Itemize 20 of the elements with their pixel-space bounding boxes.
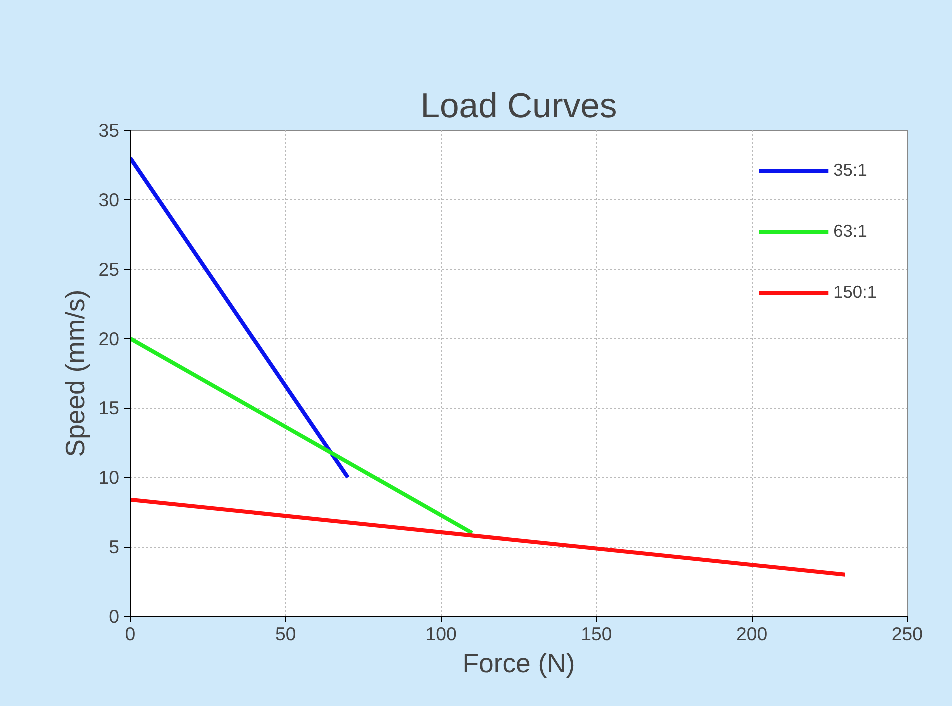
y-tick-label: 35 <box>98 120 120 141</box>
y-tick-label: 20 <box>98 328 120 350</box>
x-tick-label: 0 <box>125 624 136 644</box>
y-tick-label: 15 <box>98 398 120 419</box>
y-tick-label: 5 <box>109 536 120 558</box>
y-tick-label: 0 <box>109 606 120 627</box>
y-tick-label: 10 <box>98 467 120 488</box>
legend-label: 35:1 <box>834 160 868 181</box>
x-tick-label: 250 <box>892 624 924 644</box>
x-tick-label: 100 <box>426 624 457 644</box>
y-tick-label: 25 <box>98 258 120 280</box>
x-axis-title: Force (N) <box>462 648 576 678</box>
x-tick-label: 150 <box>581 624 612 644</box>
chart-title: Load Curves <box>420 88 618 126</box>
x-tick-label: 200 <box>736 624 768 644</box>
legend-label: 150:1 <box>834 282 877 303</box>
y-axis-title: Speed (mm/s) <box>60 290 91 458</box>
y-tick-label: 30 <box>98 189 120 210</box>
x-tick-label: 50 <box>276 624 296 644</box>
legend-label: 63:1 <box>834 221 868 242</box>
